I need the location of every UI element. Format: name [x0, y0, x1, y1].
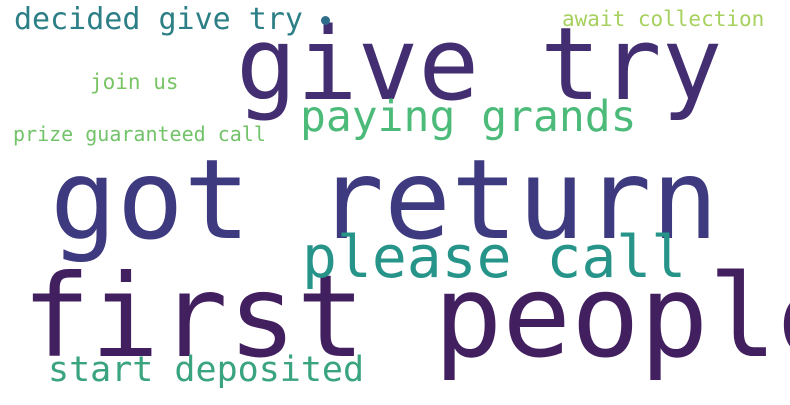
word-decided-give-try: decided give try — [14, 2, 303, 37]
word-got-return: got return — [50, 136, 719, 265]
word-start-deposited: start deposited — [48, 350, 365, 390]
word-await-collection: await collection — [562, 7, 765, 31]
word-give-try: give try — [236, 5, 723, 123]
word-please-call: please call — [302, 223, 687, 291]
dot-mark — [321, 16, 330, 25]
word-join-us: join us — [90, 70, 179, 94]
word-paying-grands: paying grands — [300, 92, 637, 142]
word-prize-guaranteed-call: prize guaranteed call — [13, 122, 266, 146]
word-first-people: first people — [22, 250, 790, 383]
